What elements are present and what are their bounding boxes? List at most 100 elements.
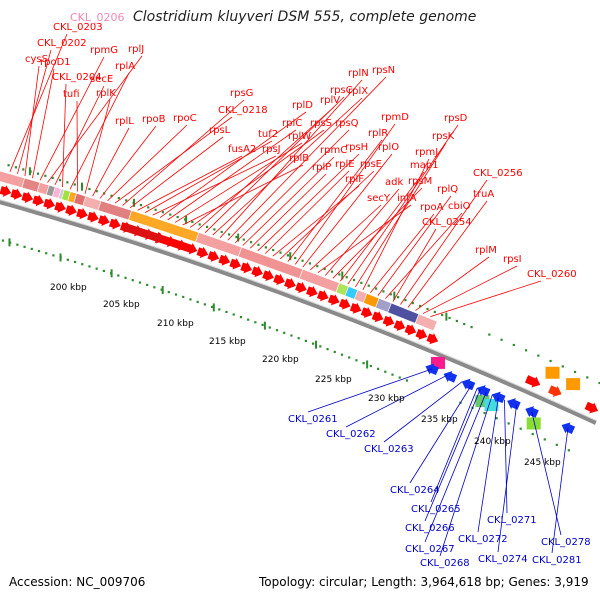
forward-gene-arrow: [218, 254, 231, 266]
tick-dot: [117, 196, 120, 200]
gene-label-ckl_0266: CKL_0266: [405, 523, 455, 534]
gene-label-ckl_0254: CKL_0254: [422, 217, 472, 228]
tick-dot: [189, 298, 192, 301]
header-gene-tag[interactable]: CKL_0206: [70, 11, 125, 24]
gene-label-rplp: rplP: [312, 162, 331, 173]
forward-gene-arrow-shape: [349, 302, 362, 314]
tick-mark: [161, 285, 164, 294]
forward-gene-arrow-shape: [548, 385, 562, 397]
leader-line: [392, 228, 437, 302]
leader-line: [92, 127, 130, 197]
tick-dot: [519, 427, 522, 430]
leader-line: [99, 125, 157, 199]
tick-dot: [340, 353, 344, 356]
tick-mark: [341, 271, 344, 280]
backbone-line: [0, 200, 597, 425]
gene-label-rpsi: rpsI: [503, 254, 522, 265]
tick-dot: [174, 293, 178, 296]
leader-line: [407, 200, 488, 308]
leader-line: [249, 173, 327, 249]
forward-gene-arrow: [426, 333, 439, 345]
tick-dot: [352, 278, 356, 282]
forward-gene-arrow-shape: [316, 290, 329, 302]
forward-gene-arrow-shape: [98, 214, 110, 227]
forward-gene-arrow-shape: [284, 277, 296, 290]
leader-line: [531, 411, 562, 536]
scale-label: 235 kbp: [421, 415, 458, 425]
tick-dot: [369, 364, 372, 368]
tick-dot: [398, 376, 401, 379]
tick-dot: [182, 295, 185, 299]
gene-label-ckl_0202: CKL_0202: [37, 38, 87, 49]
tick-dot: [488, 333, 491, 336]
gene-label-rpsl: rpsL: [209, 125, 231, 136]
tick-dot: [433, 310, 436, 314]
forward-gene-arrow: [21, 191, 34, 204]
leader-line: [242, 156, 335, 246]
tick-dot: [537, 354, 540, 357]
leader-line: [32, 68, 55, 179]
tick-dot: [567, 449, 570, 452]
tick-dot: [205, 225, 209, 229]
leader-line: [317, 204, 412, 274]
tick-dot: [374, 287, 378, 290]
tick-dot: [239, 315, 243, 319]
forward-gene-arrow: [382, 315, 395, 327]
forward-gene-arrow: [584, 401, 599, 414]
forward-gene-arrow: [273, 273, 285, 286]
leader-line: [76, 100, 78, 192]
leader-line: [307, 368, 433, 413]
leader-line: [504, 399, 508, 514]
forward-gene-arrow: [10, 188, 23, 200]
gene-label-fusa2: fusA2: [228, 144, 256, 155]
tick-dot: [7, 164, 10, 167]
forward-gene-arrow: [240, 262, 253, 274]
gene-label-rpla: rplA: [115, 61, 135, 72]
map-title: Clostridium kluyveri DSM 555, complete g…: [133, 9, 477, 25]
tick-dot: [102, 269, 105, 273]
tick-dot: [297, 337, 300, 340]
leader-line: [340, 171, 425, 282]
tick-dot: [196, 300, 199, 304]
forward-gene-arrow: [98, 214, 110, 227]
gene-block-shade: [238, 247, 303, 279]
backbone-highlight: [0, 199, 598, 422]
leader-line: [424, 389, 481, 522]
leader-line: [551, 427, 569, 554]
tick-dot: [345, 276, 348, 279]
tick-mark: [445, 312, 448, 321]
tick-dot: [555, 443, 558, 446]
forward-gene-arrow: [262, 269, 274, 282]
forward-gene-arrow-shape: [371, 311, 384, 323]
tick-dot: [73, 183, 76, 186]
tick-dot: [220, 230, 223, 234]
tick-dot: [117, 274, 120, 277]
leader-line: [219, 79, 363, 238]
reverse-gene-arrow-shape: [561, 422, 576, 435]
leader-line: [302, 153, 393, 268]
gene-label-sece: secE: [90, 74, 113, 85]
reverse-gene-arrow-shape: [461, 378, 476, 391]
gene-label-ckl_0262: CKL_0262: [326, 429, 376, 440]
leader-line: [227, 76, 387, 241]
forward-gene-arrow: [327, 294, 340, 306]
tick-dot: [261, 323, 264, 326]
reverse-gene-arrow-shape: [476, 385, 491, 397]
gene-label-ckl_0260: CKL_0260: [527, 269, 577, 280]
reverse-gene-arrow: [507, 398, 521, 410]
forward-gene-arrow-shape: [218, 254, 231, 266]
gene-label-adk: adk: [385, 177, 403, 188]
tick-dot: [16, 243, 19, 246]
leader-line: [287, 139, 383, 262]
forward-gene-arrow-shape: [584, 401, 599, 414]
leader-line: [257, 153, 360, 252]
tick-dot: [154, 208, 157, 211]
reverse-gene-arrow: [443, 371, 458, 383]
leader-line: [189, 129, 325, 228]
gene-label-rplv: rplV: [320, 95, 340, 106]
leader-line: [212, 97, 363, 236]
tick-dot: [254, 321, 257, 324]
forward-gene-arrow-shape: [21, 191, 34, 204]
gene-label-ckl_0203: CKL_0203: [53, 22, 103, 33]
tick-dot: [66, 181, 69, 184]
